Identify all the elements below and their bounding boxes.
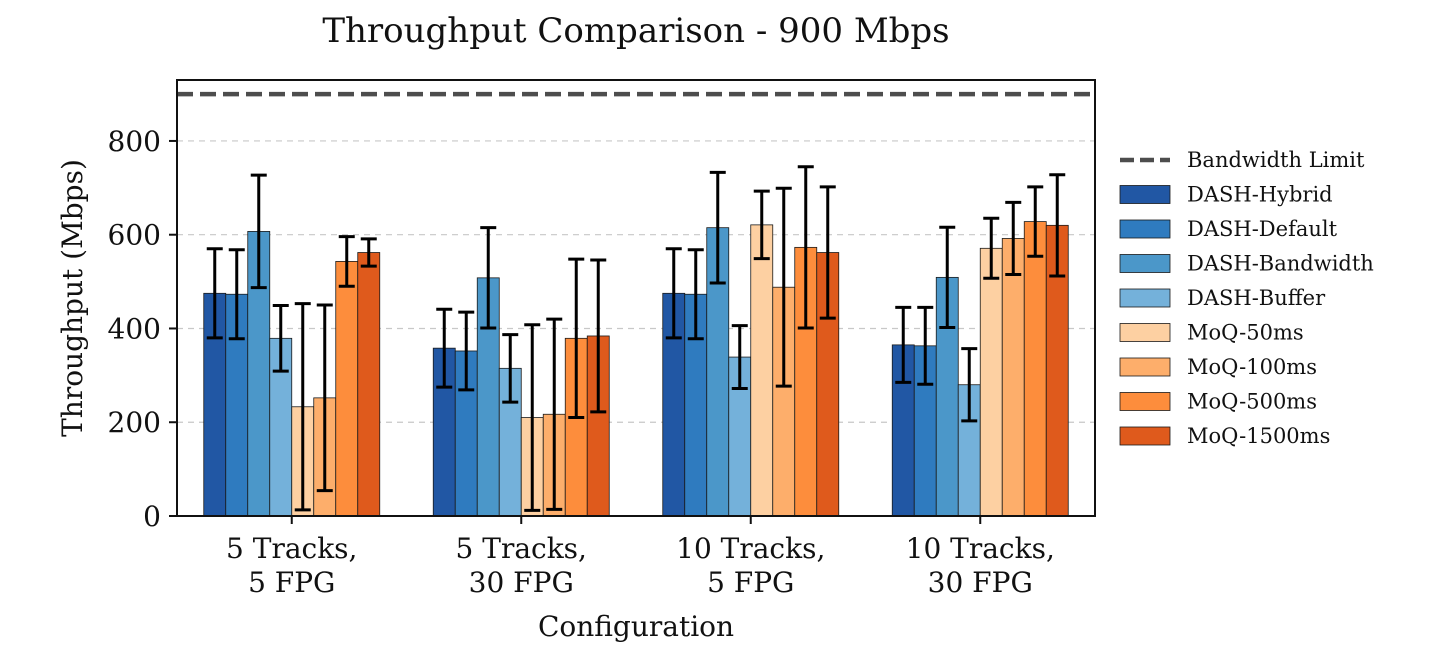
legend-swatch-moq-500ms	[1119, 392, 1171, 411]
legend-label: MoQ-500ms	[1187, 390, 1317, 414]
bar-moq-1500ms	[357, 252, 381, 517]
y-tick-label: 200	[108, 406, 161, 439]
x-tick-label-line: 10 Tracks,	[676, 532, 825, 565]
x-tick-label: 5 Tracks, 30 FPG	[456, 532, 587, 599]
bar-moq-50ms	[750, 224, 774, 517]
x-tick-label-line: 5 Tracks,	[226, 532, 357, 565]
x-tick-label-line: 30 FPG	[469, 566, 574, 599]
legend-swatch-dash-default	[1119, 219, 1171, 239]
legend-swatch-moq-50ms	[1119, 323, 1171, 342]
legend-swatch-dash-hybrid	[1119, 185, 1171, 204]
legend-label: DASH-Bandwidth	[1187, 252, 1374, 276]
y-tick-label: 400	[108, 312, 161, 345]
legend-swatch-dash-bandwidth	[1119, 254, 1171, 273]
y-tick-label: 800	[108, 125, 161, 158]
y-tick-label: 0	[143, 500, 161, 533]
x-tick-label-line: 5 FPG	[248, 566, 335, 599]
bar-moq-500ms	[335, 261, 359, 517]
x-tick-label-line: 10 Tracks,	[906, 532, 1055, 565]
bar-moq-50ms	[979, 247, 1003, 517]
x-tick-label-line: 30 FPG	[928, 566, 1033, 599]
x-tick-label: 10 Tracks, 5 FPG	[676, 532, 825, 599]
bar-moq-100ms	[1001, 238, 1025, 517]
legend-label: Bandwidth Limit	[1187, 148, 1365, 172]
legend-label: DASH-Buffer	[1187, 286, 1326, 310]
legend-label: MoQ-50ms	[1187, 321, 1304, 345]
legend-swatch-moq-1500ms	[1119, 426, 1171, 446]
legend-label: DASH-Hybrid	[1187, 183, 1333, 207]
x-tick-label-line: 5 FPG	[707, 566, 794, 599]
y-axis-ticks: 0 200 400 600 800	[108, 125, 177, 533]
error-bars	[206, 165, 1066, 512]
plot-frame	[176, 79, 1096, 517]
x-tick-label: 5 Tracks, 5 FPG	[226, 532, 357, 599]
bar-moq-500ms	[1023, 221, 1047, 517]
y-axis-label: Throughput (Mbps)	[56, 159, 89, 437]
chart-title: Throughput Comparison - 900 Mbps	[322, 11, 949, 51]
legend-swatch-moq-100ms	[1119, 357, 1171, 377]
y-tick-label: 600	[108, 219, 161, 252]
bars	[203, 221, 1069, 517]
legend-label: DASH-Default	[1187, 217, 1338, 241]
x-tick-label-line: 5 Tracks,	[456, 532, 587, 565]
legend: Bandwidth Limit DASH-Hybrid DASH-Default DA…	[1119, 148, 1374, 448]
x-axis-label: Configuration	[538, 610, 734, 643]
legend-label: MoQ-1500ms	[1187, 424, 1330, 448]
legend-label: MoQ-100ms	[1187, 355, 1317, 379]
x-tick-label: 10 Tracks, 30 FPG	[906, 532, 1055, 599]
legend-swatch-dash-buffer	[1119, 288, 1171, 308]
